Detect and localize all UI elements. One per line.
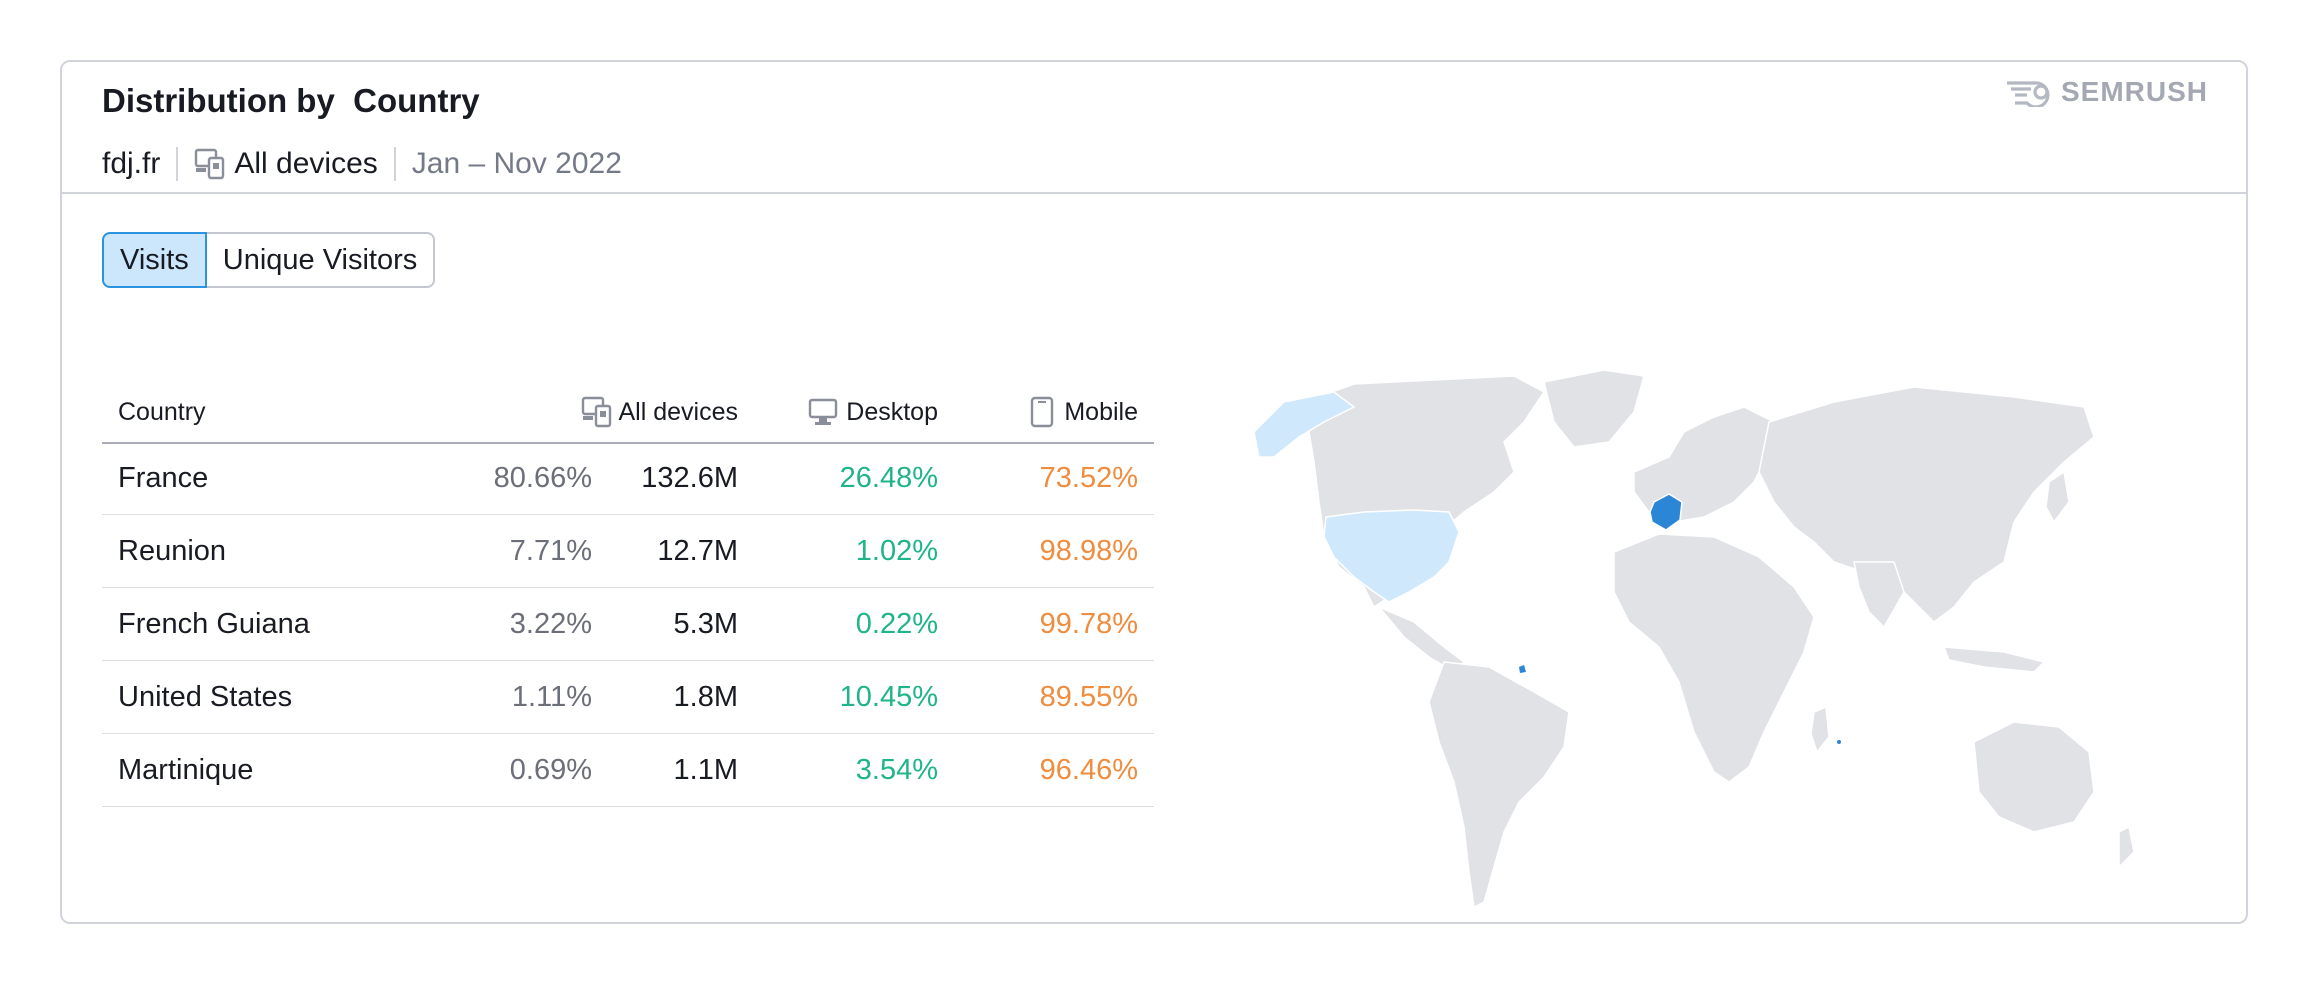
table-row[interactable]: French Guiana 3.22% 5.3M 0.22% 99.78% [102, 588, 1154, 661]
brand-name: SEMRUSH [2060, 76, 2208, 107]
map-africa [1613, 533, 1815, 783]
desktop-share: 0.22% [855, 607, 938, 640]
table-row[interactable]: Reunion 7.71% 12.7M 1.02% 98.98% [102, 515, 1154, 588]
map-australia [1973, 721, 2095, 833]
map-alaska [1253, 391, 1356, 458]
map-french-guiana [1519, 665, 1526, 673]
mobile-share: 98.98% [1039, 534, 1138, 567]
card-meta: fdj.fr All devices Jan – Nov 2022 [102, 142, 622, 186]
devices-icon [195, 148, 225, 180]
period-label: Jan – Nov 2022 [411, 147, 622, 180]
traffic-share: 0.69% [509, 753, 592, 786]
map-france [1649, 493, 1683, 531]
tab-visits[interactable]: Visits [102, 232, 207, 288]
map-japan [2045, 470, 2070, 524]
map-madagascar [1810, 705, 1830, 754]
traffic-share: 3.22% [509, 607, 592, 640]
mobile-icon [1031, 396, 1054, 428]
mobile-share: 89.55% [1039, 680, 1138, 713]
table-row[interactable]: Martinique 0.69% 1.1M 3.54% 96.46% [102, 734, 1154, 807]
mobile-share: 99.78% [1039, 607, 1138, 640]
distribution-card: Distribution by Country fdj.fr All devic… [60, 60, 2248, 924]
visits-value: 132.6M [641, 461, 738, 494]
desktop-share: 3.54% [855, 753, 938, 786]
metric-tabs: Visits Unique Visitors [102, 232, 436, 288]
map-reunion [1837, 740, 1841, 744]
mobile-share: 96.46% [1039, 753, 1138, 786]
country-name: Martinique [118, 753, 254, 786]
country-table: France 80.66% 132.6M 26.48% 73.52% Reuni… [102, 442, 1154, 807]
devices-icon [581, 396, 611, 428]
visits-value: 1.8M [673, 680, 738, 713]
map-asia [1758, 386, 2095, 623]
map-new-zealand [2118, 825, 2135, 869]
map-greenland [1543, 369, 1645, 448]
column-desktop-label: Desktop [846, 397, 938, 426]
desktop-icon [809, 398, 838, 425]
table-header: Country All devices Desktop Mobile [102, 382, 1154, 444]
country-name: Reunion [118, 534, 227, 567]
column-mobile-label: Mobile [1064, 397, 1138, 426]
desktop-share: 10.45% [839, 680, 938, 713]
map-india [1853, 561, 1905, 629]
desktop-share: 1.02% [855, 534, 938, 567]
visits-value: 1.1M [673, 753, 738, 786]
table-row[interactable]: France 80.66% 132.6M 26.48% 73.52% [102, 442, 1154, 515]
world-map[interactable] [1214, 362, 2144, 922]
country-name: France [118, 461, 209, 494]
column-mobile: Mobile [1030, 382, 1138, 442]
semrush-logo: SEMRUSH [2005, 76, 2208, 108]
visits-value: 5.3M [673, 607, 738, 640]
semrush-logo-icon [2006, 81, 2050, 107]
traffic-share: 1.11% [511, 680, 592, 713]
visits-value: 12.7M [657, 534, 738, 567]
desktop-share: 26.48% [839, 461, 938, 494]
table-row[interactable]: United States 1.11% 1.8M 10.45% 89.55% [102, 661, 1154, 734]
column-all-devices: All devices [581, 382, 739, 442]
map-united-states [1323, 509, 1460, 603]
meta-divider [176, 147, 179, 181]
devices-label: All devices [234, 147, 378, 180]
card-title: Distribution by Country [102, 82, 480, 119]
country-name: French Guiana [118, 607, 310, 640]
column-all-devices-label: All devices [618, 397, 739, 426]
traffic-share: 80.66% [493, 461, 592, 494]
devices-filter[interactable]: All devices [194, 147, 378, 181]
map-indonesia [1942, 646, 2046, 673]
map-south-america [1428, 661, 1570, 909]
meta-divider [393, 147, 396, 181]
domain-label: fdj.fr [102, 147, 161, 180]
column-country: Country [118, 397, 206, 426]
tab-unique-visitors[interactable]: Unique Visitors [206, 232, 436, 288]
card-header: Distribution by Country fdj.fr All devic… [62, 62, 2246, 194]
traffic-share: 7.71% [509, 534, 592, 567]
column-desktop: Desktop [808, 382, 938, 442]
country-name: United States [118, 680, 293, 713]
mobile-share: 73.52% [1039, 461, 1138, 494]
